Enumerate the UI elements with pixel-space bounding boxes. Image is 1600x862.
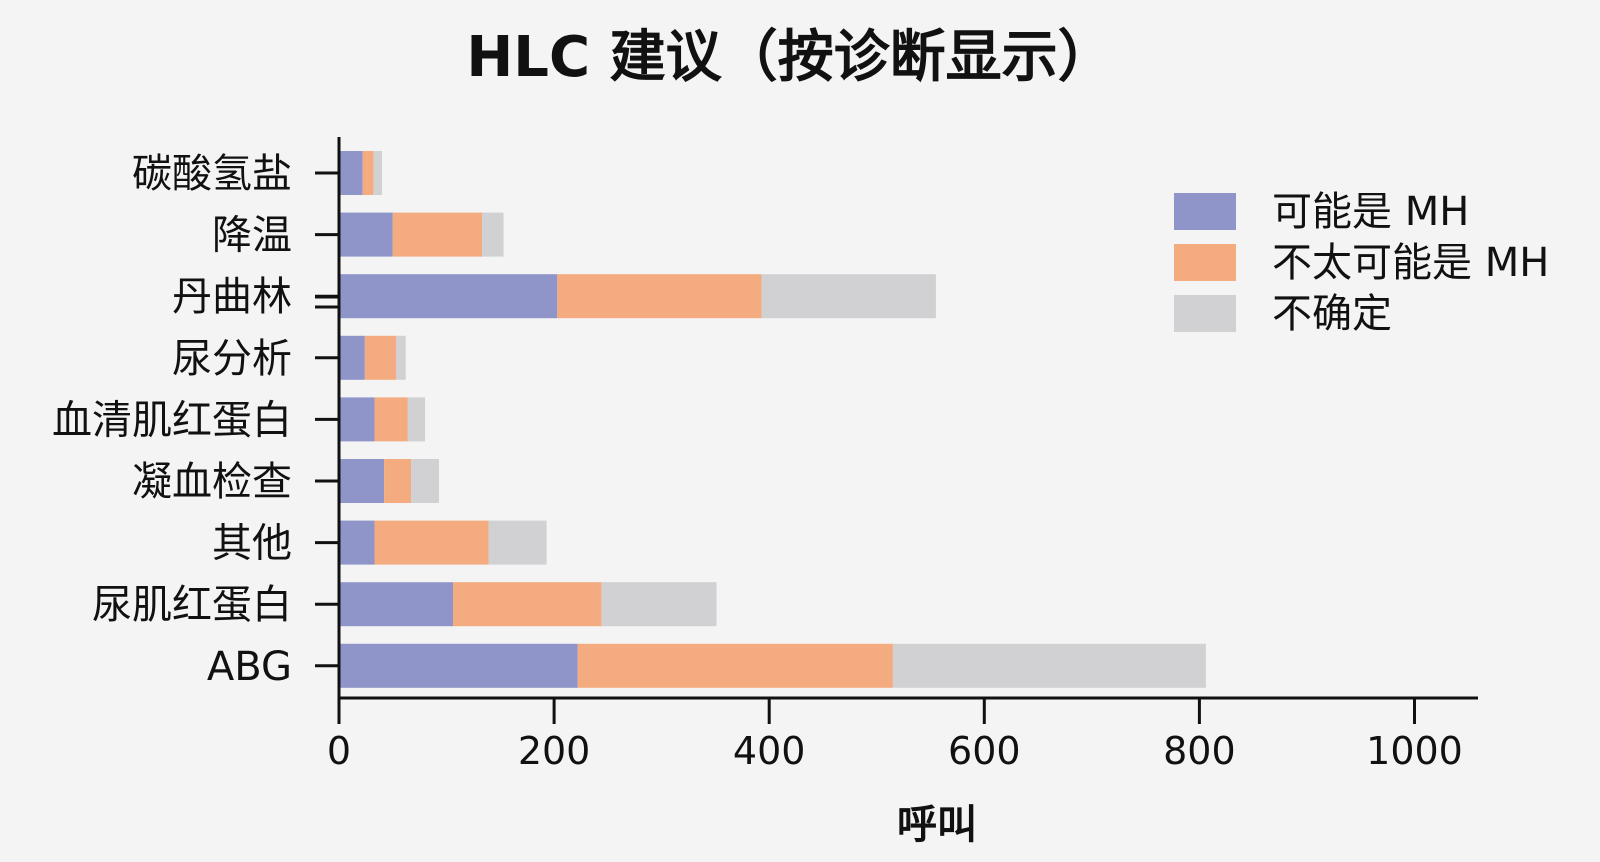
x-tick-label: 0	[327, 729, 351, 773]
bar-segment	[374, 397, 408, 442]
category-label: 丹曲林	[172, 274, 292, 320]
legend-label: 不太可能是 MH	[1272, 240, 1549, 286]
bar-segment	[339, 274, 558, 319]
bar-segment	[339, 335, 365, 380]
bar-segment	[396, 335, 406, 380]
bar-segment	[392, 212, 483, 257]
legend-swatch	[1174, 295, 1236, 332]
x-tick-label: 400	[733, 729, 806, 773]
category-label: 尿肌红蛋白	[92, 582, 292, 628]
bar-segment	[411, 459, 440, 503]
bar-segment	[339, 520, 375, 565]
bar-segment	[373, 151, 383, 195]
legend-label: 可能是 MH	[1272, 189, 1469, 235]
bar-segment	[453, 582, 602, 627]
bar-segment	[557, 274, 762, 319]
bar-segment	[892, 643, 1206, 688]
bar-segment	[339, 151, 363, 195]
bar-segment	[488, 520, 547, 565]
x-tick-label: 200	[518, 729, 591, 773]
category-label: 尿分析	[172, 336, 292, 382]
bar-segment	[339, 397, 375, 442]
category-label: 凝血检查	[132, 459, 292, 505]
legend: 可能是 MH 不太可能是 MH 不确定	[1174, 189, 1549, 337]
x-ticks: 0 200 400 600 800 1000	[327, 698, 1463, 773]
category-label: ABG	[207, 644, 292, 690]
bar-segment	[362, 151, 374, 195]
chart-title: HLC 建议（按诊断显示）	[466, 25, 1113, 90]
bar-segment	[374, 520, 489, 565]
category-label: 其他	[212, 521, 292, 567]
category-label: 血清肌红蛋白	[52, 397, 292, 443]
bar-segment	[339, 212, 393, 257]
axis-break-mark	[315, 295, 339, 309]
category-label: 降温	[212, 213, 292, 259]
legend-swatch	[1174, 244, 1236, 281]
bars-layer	[339, 151, 1206, 688]
x-tick-label: 1000	[1366, 729, 1463, 773]
bar-segment	[339, 582, 454, 627]
legend-label: 不确定	[1272, 291, 1392, 337]
bar-segment	[601, 582, 717, 627]
x-tick-label: 600	[948, 729, 1021, 773]
y-ticks	[315, 171, 339, 668]
x-tick-label: 800	[1163, 729, 1236, 773]
legend-swatch	[1174, 193, 1236, 230]
bar-segment	[577, 643, 893, 688]
bar-segment	[364, 335, 397, 380]
bar-segment	[482, 212, 504, 257]
bar-segment	[761, 274, 936, 319]
category-label: 碳酸氢盐	[132, 151, 292, 197]
x-axis-title: 呼叫	[897, 802, 977, 848]
bar-segment	[384, 459, 412, 503]
bar-segment	[407, 397, 426, 442]
bar-segment	[339, 459, 385, 503]
bar-segment	[339, 643, 578, 688]
